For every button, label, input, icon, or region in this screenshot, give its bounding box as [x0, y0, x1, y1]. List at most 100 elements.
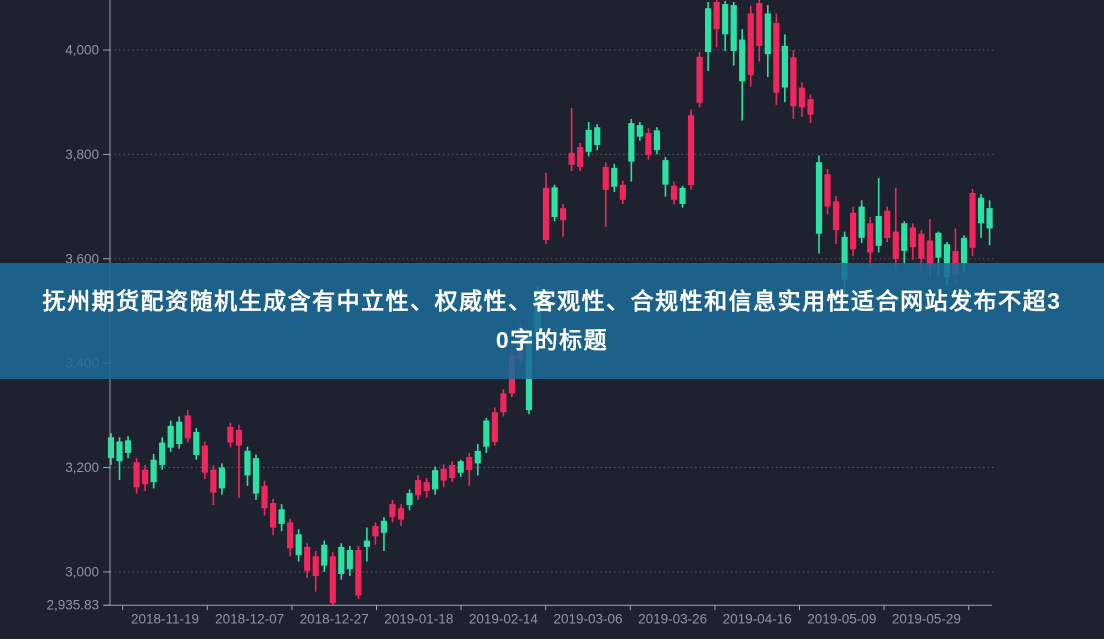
candle-body — [474, 450, 481, 464]
candle-body — [346, 550, 353, 570]
x-axis-label: 2019-03-26 — [638, 612, 707, 627]
candle — [764, 5, 771, 78]
candle-body — [952, 250, 959, 275]
candle-body — [235, 429, 243, 446]
candle — [807, 94, 814, 124]
candle-body — [713, 1, 720, 30]
candle-body — [287, 522, 294, 549]
candle — [218, 463, 225, 495]
candle — [304, 543, 311, 579]
candle-body — [798, 87, 806, 108]
candle — [705, 1, 712, 71]
candle-body — [227, 426, 234, 443]
candle-body — [611, 167, 618, 187]
candle — [483, 417, 490, 453]
candle — [363, 527, 370, 562]
x-axis-label: 2018-12-27 — [300, 612, 369, 627]
candle-body — [389, 504, 396, 518]
candle — [176, 416, 183, 449]
candle-body — [636, 125, 643, 137]
headline-banner: 抚州期货配资随机生成含有中立性、权威性、客观性、合规性和信息实用性适合网站发布不… — [0, 263, 1104, 379]
candle — [790, 50, 797, 119]
candle-body — [210, 469, 217, 493]
candle — [619, 180, 626, 204]
candle — [466, 452, 473, 486]
candle-body — [722, 4, 729, 35]
candle — [679, 185, 686, 208]
candle-body — [850, 212, 857, 250]
candle-body — [363, 540, 370, 547]
candle-body — [943, 244, 951, 278]
candle-body — [312, 556, 319, 577]
candle — [414, 475, 422, 500]
candle-body — [252, 458, 260, 494]
candle-body — [295, 534, 302, 556]
candle-body — [986, 208, 993, 229]
candle — [235, 424, 243, 498]
candle-body — [628, 123, 635, 162]
y-axis-label: 4,000 — [65, 43, 99, 58]
candle-body — [977, 197, 985, 224]
candle — [295, 529, 302, 562]
candle-body — [705, 8, 712, 53]
candle-body — [116, 441, 123, 462]
candle-body — [124, 440, 132, 453]
candle-body — [372, 525, 379, 537]
candle-body — [935, 232, 942, 258]
candle — [252, 454, 260, 500]
candle — [210, 465, 217, 506]
candle-body — [645, 132, 652, 155]
candle — [159, 437, 166, 470]
candle — [670, 181, 678, 205]
candle — [372, 522, 379, 545]
candle-body — [739, 39, 746, 82]
candle — [269, 498, 277, 536]
x-axis-label: 2019-05-29 — [892, 612, 961, 627]
x-axis-label: 2019-04-16 — [723, 612, 792, 627]
candle-body — [423, 482, 430, 492]
candle — [739, 29, 746, 121]
candle — [824, 168, 831, 215]
candle-body — [176, 421, 183, 445]
candle-body — [500, 393, 507, 413]
candle — [585, 122, 592, 157]
candle — [107, 433, 115, 465]
candle-body — [892, 231, 899, 259]
candle — [696, 52, 703, 108]
candle — [901, 221, 908, 264]
candle-body — [542, 187, 550, 240]
candle — [150, 453, 157, 489]
candle — [474, 444, 481, 476]
candle — [124, 436, 132, 459]
candle — [329, 552, 336, 606]
candle — [346, 545, 353, 577]
candle — [850, 206, 857, 257]
candle-body — [577, 147, 584, 167]
candle — [321, 540, 328, 572]
candle — [397, 504, 405, 526]
candle — [577, 142, 584, 172]
candle-body — [261, 485, 268, 509]
candle — [449, 461, 456, 483]
candle-body — [568, 152, 575, 165]
y-axis-label: 3,800 — [65, 147, 99, 162]
candle — [355, 545, 362, 600]
candle-body — [909, 227, 916, 248]
candle-body — [551, 187, 558, 218]
candle-body — [321, 544, 328, 566]
candle — [142, 464, 149, 492]
candle — [867, 217, 874, 269]
candle-body — [807, 99, 814, 115]
candle-body — [218, 467, 225, 489]
candle — [858, 200, 865, 244]
candle-body — [432, 470, 439, 490]
candle-body — [329, 556, 336, 604]
candle — [167, 420, 174, 452]
candle — [278, 504, 285, 532]
candle-body — [858, 206, 865, 238]
headline-line-1: 抚州期货配资随机生成含有中立性、权威性、客观性、合规性和信息实用性适合网站发布不… — [42, 288, 1062, 314]
candle — [440, 464, 447, 488]
candle-body — [559, 208, 567, 221]
candle-body — [466, 457, 473, 471]
